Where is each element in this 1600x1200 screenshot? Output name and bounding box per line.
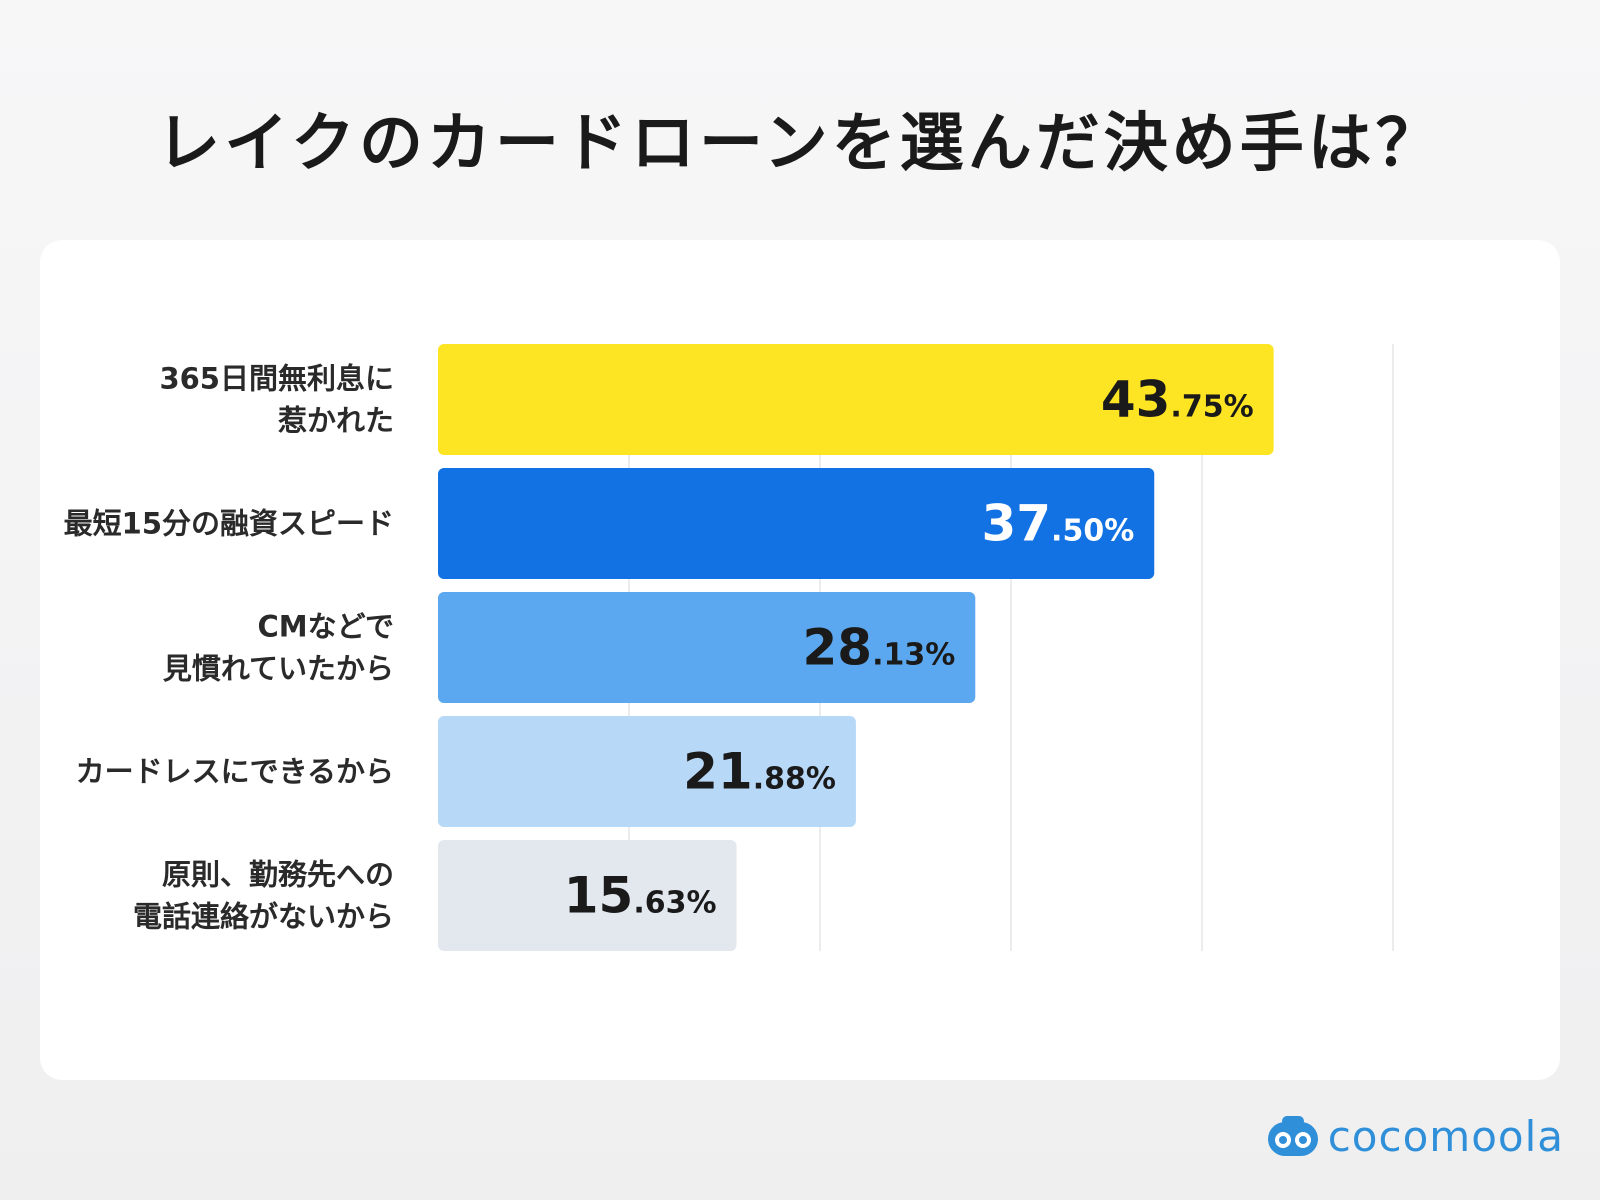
bar: [438, 468, 1155, 579]
value-label: 21.88%: [683, 743, 836, 801]
bar: [438, 592, 976, 703]
cocomoola-logo-icon: [1267, 1116, 1318, 1156]
category-label: カードレスにできるから: [76, 755, 394, 789]
bar: [438, 344, 1274, 455]
category-label: 見慣れていたから: [163, 652, 394, 686]
category-label: 365日間無利息に: [159, 362, 394, 396]
category-label: 原則、勤務先への: [162, 858, 394, 892]
brand-logo: cocomoola: [1266, 1110, 1564, 1162]
category-label: 電話連絡がないから: [133, 900, 394, 934]
brand-name: cocomoola: [1327, 1111, 1564, 1161]
chart-title: レイクのカードローンを選んだ決め手は？: [156, 107, 1444, 181]
category-label: CMなどで: [257, 610, 394, 644]
value-label: 43.75%: [1101, 371, 1254, 429]
value-label: 37.50%: [981, 495, 1134, 553]
value-label: 28.13%: [802, 619, 955, 677]
value-label: 15.63%: [564, 867, 717, 925]
bar: [438, 716, 856, 827]
bar: [438, 840, 737, 951]
category-label: 惹かれた: [278, 404, 394, 438]
chart-card: 365日間無利息に惹かれた 43.75% 最短15分の融資スピード 37.50% CMな…: [40, 240, 1560, 1080]
category-label: 最短15分の融資スピード: [64, 507, 394, 541]
